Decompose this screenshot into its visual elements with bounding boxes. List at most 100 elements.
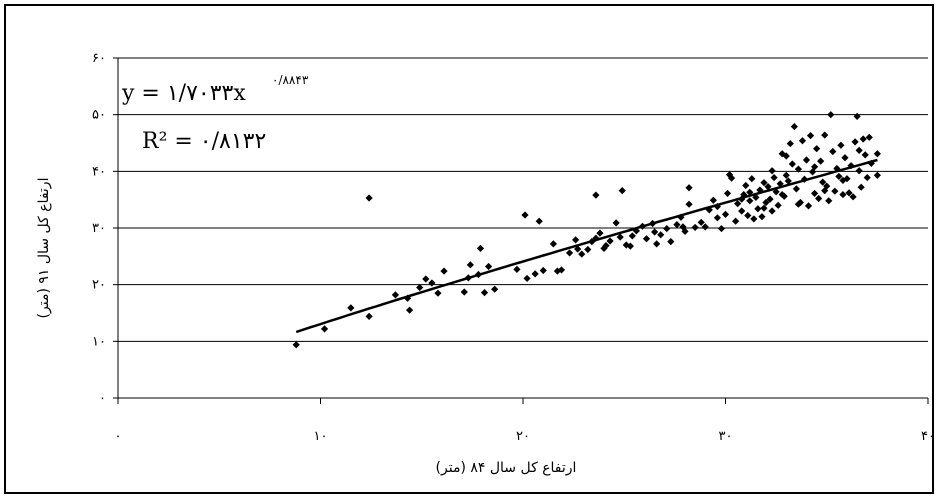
data-point — [612, 219, 620, 227]
data-point — [365, 312, 373, 320]
data-point — [557, 266, 566, 274]
data-point — [776, 180, 784, 188]
data-point — [657, 231, 665, 239]
trendline-equation: y = ۱/۷۰۳۳x — [121, 81, 246, 106]
data-point — [786, 139, 794, 148]
data-point — [626, 242, 634, 250]
scatter-chart: y = ۱/۷۰۳۳x ۰/۸۸۴۳ R² = ۰/۸۱۳۲ ۰ ۱۰ ۲۰ ۳۰ ۴۰… — [36, 51, 932, 476]
data-point — [762, 198, 770, 207]
data-point — [491, 285, 499, 293]
data-point — [422, 275, 430, 283]
data-point — [553, 267, 562, 275]
data-point — [628, 232, 636, 240]
data-point — [667, 238, 675, 246]
y-tick-label: ۴۰ — [92, 164, 106, 179]
data-point — [768, 207, 776, 215]
data-point — [748, 175, 756, 183]
data-point — [754, 205, 762, 213]
data-point — [746, 197, 754, 205]
data-point — [861, 151, 869, 159]
data-point — [606, 237, 614, 245]
data-point — [531, 270, 539, 278]
data-point — [391, 291, 400, 299]
data-point — [845, 189, 853, 197]
x-axis-label: ارتفاع کل سال ۸۴ (متر) — [436, 460, 577, 476]
data-point — [727, 174, 736, 182]
data-point — [521, 211, 529, 219]
data-point — [476, 244, 485, 252]
data-point — [428, 279, 436, 287]
data-point — [701, 223, 709, 231]
y-tick-label: ۱۰ — [92, 334, 106, 349]
data-point — [663, 224, 671, 233]
data-point — [819, 178, 827, 186]
data-point — [855, 167, 863, 175]
data-point — [732, 217, 740, 225]
data-point — [347, 304, 355, 312]
data-point — [825, 197, 833, 205]
data-point — [857, 183, 865, 191]
data-point — [697, 218, 705, 226]
data-point — [365, 194, 373, 202]
data-point — [839, 190, 847, 199]
data-point — [602, 241, 610, 250]
data-point — [853, 112, 861, 120]
data-point — [821, 187, 829, 195]
data-point — [744, 211, 752, 220]
data-point — [709, 196, 717, 204]
x-tick-label: ۰ — [115, 429, 122, 444]
data-point — [794, 165, 802, 173]
data-point — [827, 111, 835, 119]
data-point — [788, 160, 796, 168]
axes — [113, 57, 929, 404]
data-point — [734, 200, 742, 208]
data-point — [596, 229, 604, 237]
data-point — [416, 283, 424, 292]
data-point — [292, 341, 300, 349]
y-tick-labels: ۰ ۱۰ ۲۰ ۳۰ ۴۰ ۵۰ ۶۰ — [92, 51, 106, 406]
data-point — [821, 131, 829, 139]
data-point — [746, 188, 754, 196]
data-point — [616, 233, 624, 241]
data-point — [574, 245, 582, 253]
data-point — [584, 245, 592, 254]
data-point — [835, 172, 843, 181]
trendline-exponent: ۰/۸۸۴۳ — [272, 73, 309, 87]
data-point — [565, 249, 574, 257]
data-point — [837, 141, 845, 149]
data-points — [292, 111, 881, 349]
data-point — [760, 204, 768, 212]
data-point — [466, 261, 474, 269]
data-point — [851, 138, 859, 146]
data-point — [484, 262, 493, 271]
data-point — [756, 186, 764, 194]
data-point — [760, 179, 768, 187]
data-point — [679, 223, 687, 231]
data-point — [813, 145, 821, 153]
data-point — [782, 171, 790, 179]
data-point — [859, 135, 867, 143]
data-point — [817, 157, 825, 165]
y-tick-label: ۲۰ — [92, 278, 106, 293]
data-point — [770, 173, 778, 182]
data-point — [758, 213, 766, 221]
data-point — [768, 167, 776, 175]
data-point — [811, 163, 819, 171]
data-point — [618, 187, 626, 195]
data-point — [673, 221, 681, 229]
data-point — [784, 177, 792, 185]
data-point — [685, 184, 693, 192]
data-point — [750, 215, 758, 223]
data-point — [792, 185, 800, 193]
data-point — [841, 154, 849, 162]
data-point — [651, 228, 659, 236]
data-point — [802, 156, 811, 164]
data-point — [721, 210, 730, 218]
trendline — [295, 158, 878, 334]
data-point — [764, 183, 772, 191]
gridlines — [118, 57, 928, 342]
y-tick-label: ۶۰ — [92, 51, 106, 66]
data-point — [742, 181, 750, 190]
y-tick-label: ۳۰ — [92, 221, 106, 236]
data-point — [320, 325, 329, 333]
